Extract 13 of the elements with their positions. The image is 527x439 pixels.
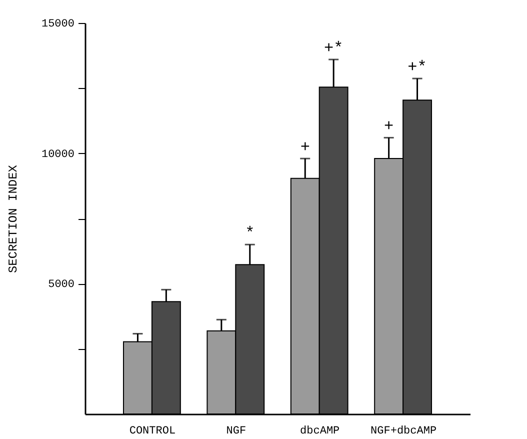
y-tick-label: 10000	[41, 148, 74, 161]
x-tick-label: NGF+dbcAMP	[370, 426, 437, 438]
y-tick-label: 5000	[48, 279, 74, 292]
data-label: *	[245, 224, 255, 243]
y-tick-label: 15000	[41, 18, 74, 30]
x-tick-label: NGF	[226, 426, 246, 438]
data-label: +*	[324, 39, 344, 58]
y-axis-title: SECRETION INDEX	[6, 164, 20, 274]
data-label: +*	[408, 58, 427, 77]
x-tick-label: dbcAMP	[300, 426, 340, 438]
data-label: +	[384, 118, 394, 136]
data-label: +	[300, 138, 310, 157]
x-tick-label: CONTROL	[129, 426, 176, 438]
